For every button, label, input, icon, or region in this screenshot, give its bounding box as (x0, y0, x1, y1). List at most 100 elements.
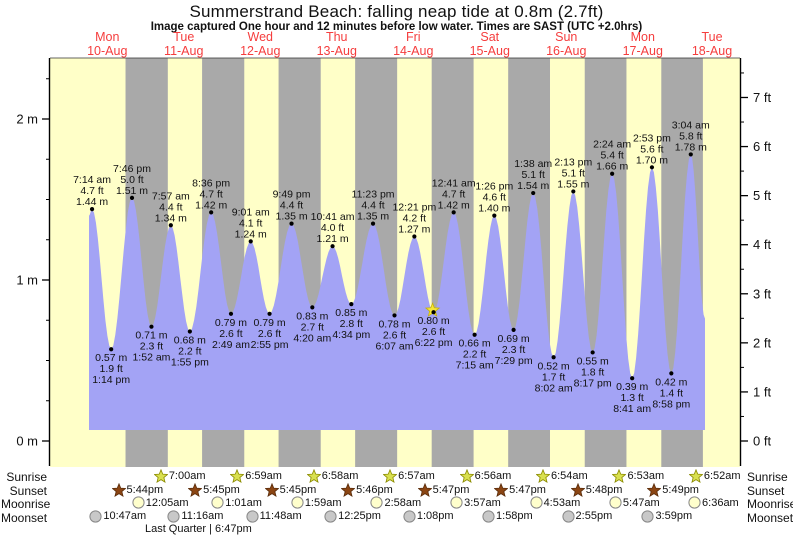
tide-extreme-dot (248, 239, 253, 244)
day-date-label: 14-Aug (393, 44, 433, 58)
day-date-label: 13-Aug (317, 44, 357, 58)
day-date-label: 12-Aug (240, 44, 280, 58)
tide-extreme-dot (129, 195, 135, 200)
m-tick-label: 2 m (16, 112, 38, 127)
day-date-label: 15-Aug (470, 44, 510, 58)
low-tide-label: 2.6 ft (258, 328, 281, 340)
high-tide-label: 5.8 ft (679, 130, 702, 142)
day-name-label: Mon (95, 30, 119, 44)
tide-extreme-dot (392, 313, 397, 318)
low-tide-label: 0.39 m (616, 381, 648, 393)
tide-extreme-dot (267, 311, 272, 316)
high-tide-label: 1.27 m (398, 224, 430, 236)
low-tide-label: 0.83 m (296, 310, 328, 322)
high-tide-label: 4.7 ft (442, 188, 465, 200)
day-name-label: Fri (406, 30, 421, 44)
day-name-label: Sun (555, 30, 577, 44)
high-tide-label: 7:57 am (152, 190, 190, 202)
tide-extreme-dot (149, 324, 154, 329)
high-tide-label: 7:14 am (73, 174, 111, 186)
day-date-label: 11-Aug (164, 44, 203, 58)
day-name-label: Tue (173, 30, 194, 44)
high-tide-label: 12:41 am (432, 177, 476, 189)
high-tide-label: 4.4 ft (280, 200, 303, 212)
high-tide-label: 12:21 pm (392, 202, 436, 214)
low-tide-label: 0.80 m (417, 315, 449, 327)
high-tide-label: 5.4 ft (600, 150, 623, 162)
high-tide-label: 4.7 ft (80, 185, 103, 197)
high-tide-label: 1.66 m (596, 161, 628, 173)
low-tide-label: 1.9 ft (100, 363, 123, 375)
high-tide-label: 2:53 pm (633, 132, 671, 144)
high-tide-label: 1.55 m (557, 178, 589, 190)
low-tide-label: 8:41 am (613, 403, 651, 415)
low-tide-label: 1:52 am (132, 352, 170, 364)
high-tide-label: 3:04 am (672, 119, 710, 131)
high-tide-label: 1:26 pm (475, 181, 513, 193)
high-tide-label: 1.44 m (76, 196, 108, 208)
day-date-label: 16-Aug (546, 44, 586, 58)
high-tide-label: 4.2 ft (403, 213, 426, 225)
low-tide-label: 2.3 ft (502, 344, 525, 356)
day-name-label: Tue (701, 30, 722, 44)
tide-extreme-dot (669, 371, 674, 376)
high-tide-label: 11:23 pm (352, 189, 395, 201)
low-tide-label: 8:17 pm (574, 377, 612, 389)
high-tide-label: 2:13 pm (554, 156, 592, 168)
low-tide-label: 0.78 m (378, 318, 410, 330)
low-tide-label: 2.6 ft (219, 328, 242, 340)
tide-extreme-dot (349, 302, 354, 307)
high-tide-label: 1.51 m (116, 185, 148, 197)
high-tide-label: 1.24 m (235, 228, 267, 240)
tide-extreme-dot (412, 234, 417, 239)
low-tide-label: 7:29 pm (495, 355, 533, 367)
high-tide-label: 9:49 pm (273, 189, 311, 201)
high-tide-label: 4.1 ft (239, 217, 262, 229)
ft-tick-label: 7 ft (753, 90, 771, 105)
tide-extreme-dot (209, 210, 214, 215)
high-tide-label: 4.4 ft (159, 201, 182, 213)
tide-extreme-dot (109, 347, 114, 352)
low-tide-label: 2.3 ft (140, 341, 163, 353)
tide-extreme-dot (168, 223, 173, 228)
day-name-label: Wed (248, 30, 274, 44)
low-tide-label: 2:49 am (212, 339, 250, 351)
low-tide-label: 1.3 ft (620, 392, 643, 404)
low-tide-label: 2.2 ft (463, 349, 486, 361)
high-tide-label: 1.34 m (155, 212, 187, 224)
low-tide-label: 0.68 m (174, 335, 206, 347)
day-date-label: 18-Aug (692, 44, 732, 58)
low-tide-label: 2:55 pm (251, 339, 289, 351)
low-tide-label: 2.6 ft (383, 329, 406, 341)
high-tide-label: 5.6 ft (640, 143, 663, 155)
low-tide-label: 0.55 m (577, 355, 609, 367)
high-tide-label: 4.4 ft (361, 200, 384, 212)
tide-extreme-dot (511, 327, 516, 333)
ft-tick-label: 2 ft (753, 335, 771, 350)
low-tide-label: 4:20 am (293, 332, 331, 344)
low-tide-label: 0.79 m (215, 317, 247, 329)
high-tide-label: 2:24 am (593, 139, 631, 151)
day-name-label: Thu (326, 30, 348, 44)
high-tide-label: 1.40 m (478, 203, 510, 215)
day-name-label: Sat (480, 30, 499, 44)
tide-extreme-dot (370, 221, 376, 226)
m-tick-label: 1 m (16, 273, 38, 288)
high-tide-label: 4.7 ft (199, 188, 222, 200)
tide-extreme-dot (649, 165, 655, 170)
tide-extreme-dot (89, 207, 95, 212)
low-tide-label: 1:55 pm (171, 357, 209, 369)
ft-tick-label: 6 ft (753, 139, 771, 154)
tide-extreme-dot (551, 355, 556, 360)
low-tide-label: 8:02 am (535, 382, 573, 394)
low-tide-label: 1.7 ft (542, 371, 565, 383)
low-tide-label: 0.52 m (538, 360, 570, 372)
tide-extreme-dot (492, 213, 497, 218)
low-tide-label: 0.71 m (135, 330, 167, 342)
ft-tick-label: 3 ft (753, 286, 771, 301)
tide-extreme-dot (187, 329, 192, 334)
low-tide-label: 0.66 m (459, 338, 491, 350)
ft-tick-label: 4 ft (753, 237, 771, 252)
